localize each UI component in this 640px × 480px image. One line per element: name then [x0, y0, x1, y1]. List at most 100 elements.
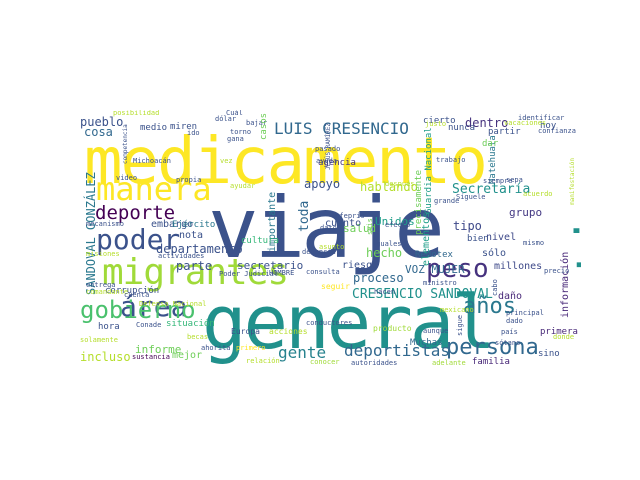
word: confianza: [538, 127, 576, 135]
word: manera: [96, 170, 212, 208]
word: gana: [227, 135, 244, 143]
word: bajar: [246, 119, 268, 127]
word: salud: [343, 222, 377, 235]
word: Secretaría: [452, 182, 531, 197]
word: sino: [538, 349, 560, 359]
word: cosa: [84, 125, 113, 139]
word: adelante: [432, 359, 466, 367]
word: misiones: [86, 250, 120, 258]
word: conocer: [310, 358, 340, 366]
word: tipo: [453, 219, 482, 233]
word: peso: [426, 254, 489, 284]
word: ido: [187, 129, 200, 137]
word: sótano: [495, 339, 521, 347]
word: hora: [98, 322, 120, 332]
word: vacaciones: [504, 119, 547, 127]
word: precisamente: [414, 169, 424, 235]
word: donde: [553, 333, 575, 341]
word: seis: [366, 218, 374, 235]
word: dado: [506, 317, 523, 325]
word: asunto: [319, 243, 345, 251]
word: información: [560, 251, 571, 318]
word: gobierno: [80, 296, 196, 324]
word: cuenta: [124, 291, 150, 299]
word: ayuda: [316, 157, 338, 165]
word: general: [202, 280, 496, 366]
word: Síguele: [456, 193, 486, 201]
word: medio: [140, 123, 168, 133]
word: Michoacán: [133, 157, 171, 165]
word: seguir: [321, 282, 350, 291]
word-cloud: medicamento viaje general migrantes tiem…: [80, 110, 581, 370]
word: acuerdo: [523, 190, 553, 198]
word: Muchas: [410, 338, 443, 348]
word: secretario: [237, 259, 304, 272]
word: denuncia: [302, 248, 336, 256]
word: cultura: [241, 236, 279, 246]
word: JESÚS RAMÍREZ: [325, 123, 332, 170]
word: justo: [425, 120, 447, 128]
word: VOZ MUJER: [405, 263, 465, 276]
word: cabo: [491, 279, 499, 296]
word: ahorita: [201, 344, 231, 352]
word: dar: [482, 139, 499, 149]
word: hoy: [540, 121, 557, 131]
word: corrupción: [105, 286, 160, 296]
word: toda: [297, 200, 312, 232]
word: acciones: [269, 327, 308, 336]
word: poder: [96, 223, 181, 256]
word: bien: [467, 234, 489, 244]
word: aunque: [423, 327, 449, 335]
word: informe: [135, 343, 182, 356]
word: Unidos: [375, 215, 415, 228]
word: casos: [259, 112, 269, 140]
word: departamento: [156, 242, 243, 256]
word: gente: [278, 343, 327, 362]
word: HOMBRE: [269, 269, 295, 277]
word: entrega: [86, 281, 116, 289]
word: daño: [498, 291, 523, 302]
word: autoridades: [351, 359, 398, 367]
word: Ejército: [172, 220, 216, 230]
word: embargo: [151, 219, 194, 230]
word: hecho: [366, 246, 403, 260]
word: área: [120, 290, 188, 323]
word: deporte: [95, 202, 176, 224]
word: sigue: [456, 314, 464, 336]
word: riesgo: [342, 260, 379, 271]
word: actividades: [158, 252, 205, 260]
word: conductores: [306, 319, 353, 327]
word: viaje: [208, 179, 445, 277]
word: SANDOVAL GONZÁLEZ: [84, 172, 98, 295]
word: iguales: [372, 240, 402, 248]
word: ministro: [423, 279, 457, 287]
word: dentro: [465, 116, 509, 130]
word: millones: [494, 261, 543, 272]
word: pueblo: [80, 115, 124, 129]
word: agencia: [318, 158, 356, 168]
word: producto: [373, 324, 412, 333]
word: proceso: [353, 271, 404, 285]
word: propia: [176, 176, 202, 184]
word: nunca: [448, 123, 476, 133]
word: dólar: [215, 115, 237, 123]
word: cierto: [423, 116, 456, 126]
word: apoyo: [304, 177, 341, 191]
word: mexicano: [440, 306, 474, 314]
word: sustancia: [132, 353, 170, 361]
word: comandante: [86, 288, 129, 296]
word: vez: [220, 157, 233, 165]
word: Poder Judicial: [219, 270, 279, 278]
word: Europa: [231, 327, 260, 336]
word: consulta: [306, 268, 340, 276]
word: sepa: [506, 176, 523, 184]
word: grupo: [509, 206, 543, 219]
word: país: [501, 328, 518, 336]
word: dato: [320, 224, 337, 232]
word: video: [116, 174, 138, 182]
word: Conade: [136, 321, 162, 329]
word: ayudar: [230, 182, 256, 190]
word: torno: [230, 128, 252, 136]
word: después: [385, 180, 415, 188]
word: CRESENCIO SANDOVAL: [352, 287, 493, 302]
